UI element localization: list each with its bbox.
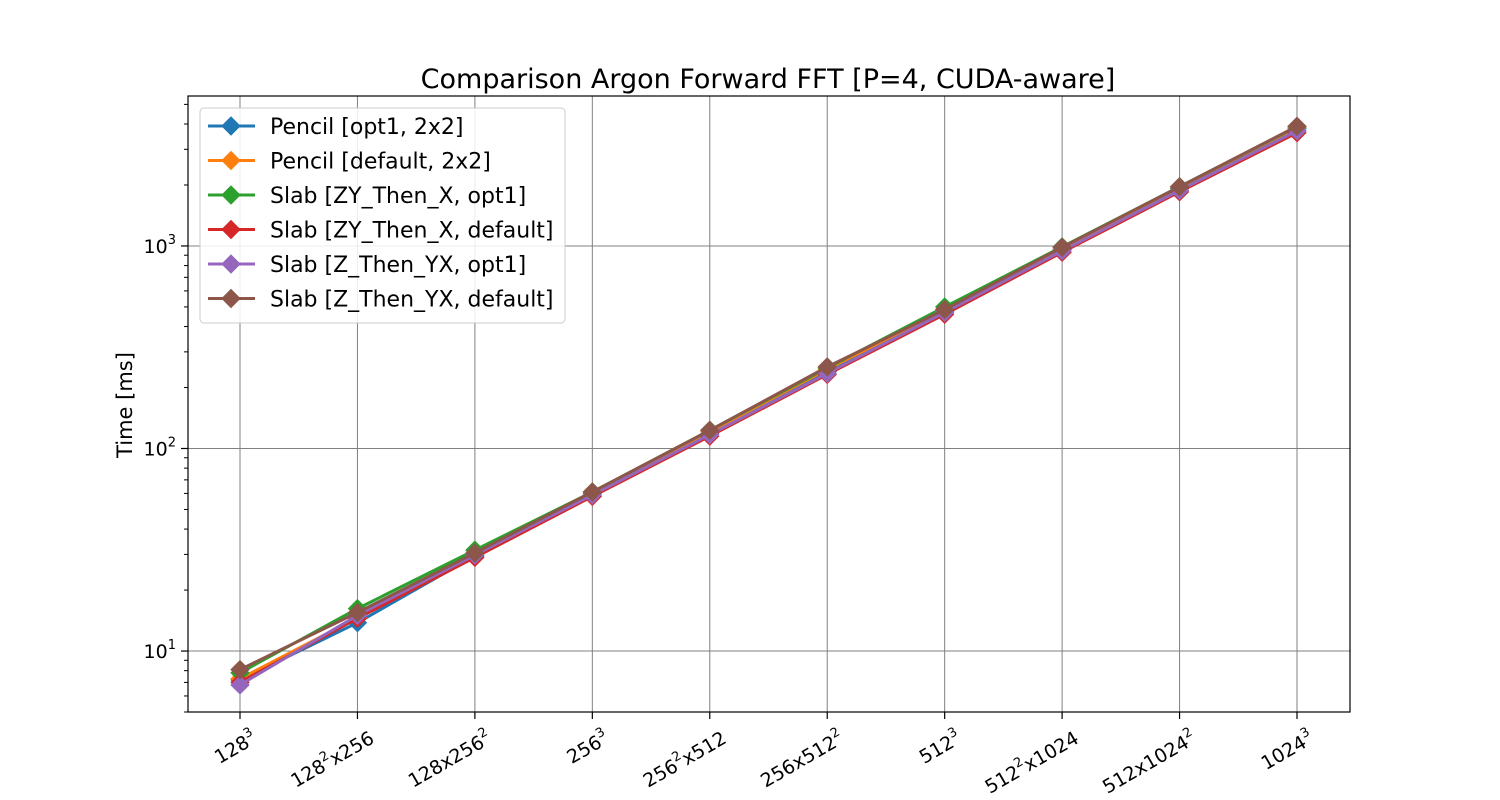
legend-swatch-marker: [221, 116, 241, 136]
legend-swatch-marker: [221, 254, 241, 274]
legend-item: Slab [Z_Then_YX, default]: [208, 288, 554, 313]
y-axis-label: Time [ms]: [113, 352, 137, 459]
data-point: [347, 602, 368, 623]
data-point: [1169, 177, 1190, 197]
legend-swatch-marker: [221, 185, 241, 205]
legend-label: Pencil [opt1, 2x2]: [270, 115, 464, 140]
data-point: [700, 420, 720, 440]
y-tick-label: 103: [144, 233, 176, 258]
x-tick-label: 256x5122: [755, 725, 847, 793]
x-tick-label: 1283: [209, 725, 260, 769]
series-path: [239, 124, 1298, 671]
legend-item: Pencil [default, 2x2]: [208, 150, 491, 175]
x-tick-label: 1282x256: [286, 725, 378, 793]
plot-frame: [187, 95, 1351, 713]
data-point: [934, 299, 955, 320]
x-tick-label: 512x10242: [1097, 725, 1200, 799]
legend-item: Slab [ZY_Then_X, opt1]: [208, 184, 526, 209]
legend-item: Slab [Z_Then_YX, opt1]: [208, 253, 526, 278]
legend-label: Slab [ZY_Then_X, default]: [270, 219, 554, 244]
x-tick-label: 2563: [562, 725, 613, 769]
series-path: [239, 129, 1298, 687]
data-point: [230, 675, 250, 695]
legend-label: Slab [Z_Then_YX, default]: [270, 288, 554, 313]
legend-item: Pencil [opt1, 2x2]: [208, 115, 464, 140]
x-tick-label: 5122x1024: [980, 725, 1083, 799]
x-tick-label: 128x2562: [403, 725, 495, 793]
legend-box: [199, 107, 566, 324]
data-point: [230, 659, 250, 680]
x-tick-label: 5123: [914, 725, 965, 769]
legend-label: Pencil [default, 2x2]: [270, 150, 491, 175]
y-tick-label: 101: [144, 638, 176, 663]
legend-swatch-marker: [221, 219, 241, 240]
series-layer: [230, 116, 1307, 695]
legend: Pencil [opt1, 2x2] Pencil [default, 2x2] S…: [199, 107, 566, 324]
legend-swatch-marker: [221, 150, 241, 171]
y-tick-label: 102: [144, 435, 176, 460]
legend-swatch-marker: [221, 288, 241, 309]
data-point: [465, 543, 485, 563]
legend-label: Slab [Z_Then_YX, opt1]: [270, 253, 526, 278]
data-point: [1052, 237, 1072, 257]
series-line: [230, 116, 1307, 680]
data-point: [582, 482, 603, 502]
legend-item: Slab [ZY_Then_X, default]: [208, 219, 554, 244]
data-point: [817, 357, 837, 377]
chart-title: Comparison Argon Forward FFT [P=4, CUDA-…: [421, 64, 1116, 95]
x-tick-label: 2562x512: [638, 725, 730, 793]
x-tick-label: 10243: [1256, 725, 1318, 775]
data-point: [1287, 116, 1307, 136]
legend-label: Slab [ZY_Then_X, opt1]: [270, 184, 526, 209]
